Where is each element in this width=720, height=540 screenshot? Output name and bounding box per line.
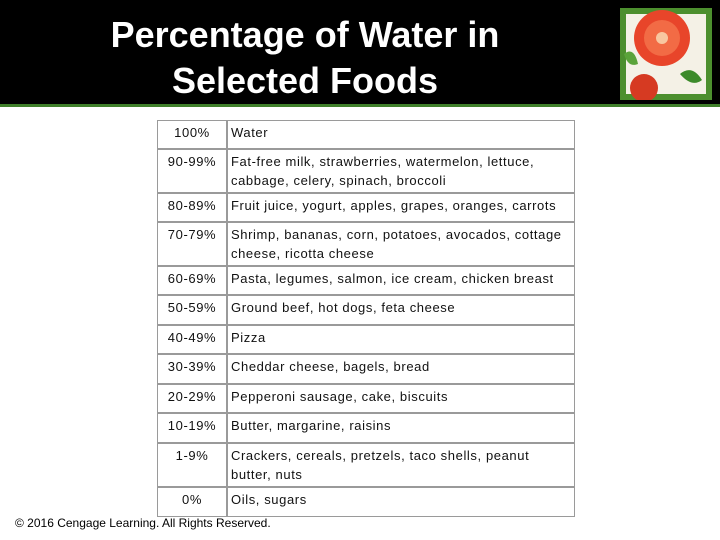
water-percent: 1-9%: [157, 443, 227, 487]
foods: Shrimp, bananas, corn, potatoes, avocado…: [227, 222, 575, 266]
table-row: 70-79% Shrimp, bananas, corn, potatoes, a…: [157, 222, 575, 266]
foods: Fruit juice, yogurt, apples, grapes, ora…: [227, 193, 575, 222]
foods: Pizza: [227, 325, 575, 354]
foods: Crackers, cereals, pretzels, taco shells…: [227, 443, 575, 487]
foods: Ground beef, hot dogs, feta cheese: [227, 295, 575, 325]
table-row: 30-39% Cheddar cheese, bagels, bread: [157, 354, 575, 384]
water-percent: 60-69%: [157, 266, 227, 295]
foods: Cheddar cheese, bagels, bread: [227, 354, 575, 384]
foods: Pasta, legumes, salmon, ice cream, chick…: [227, 266, 575, 295]
foods: Butter, margarine, raisins: [227, 413, 575, 443]
water-percent: 80-89%: [157, 193, 227, 222]
water-percent: 30-39%: [157, 354, 227, 384]
food-image: [620, 8, 712, 100]
table-row: 60-69% Pasta, legumes, salmon, ice cream,…: [157, 266, 575, 295]
table-row: 80-89% Fruit juice, yogurt, apples, grape…: [157, 193, 575, 222]
copyright: © 2016 Cengage Learning. All Rights Rese…: [15, 516, 271, 530]
foods: Pepperoni sausage, cake, biscuits: [227, 384, 575, 413]
table-row: 40-49% Pizza: [157, 325, 575, 354]
table-row: 100% Water: [157, 120, 575, 149]
table-row: 0% Oils, sugars: [157, 487, 575, 517]
water-percent: 40-49%: [157, 325, 227, 354]
table-row: 10-19% Butter, margarine, raisins: [157, 413, 575, 443]
header-rule: [0, 104, 720, 107]
water-percent: 20-29%: [157, 384, 227, 413]
header-band: [0, 0, 720, 104]
table-row: 50-59% Ground beef, hot dogs, feta cheese: [157, 295, 575, 325]
foods: Fat-free milk, strawberries, watermelon,…: [227, 149, 575, 193]
water-percent: 10-19%: [157, 413, 227, 443]
foods: Oils, sugars: [227, 487, 575, 517]
table-row: 90-99% Fat-free milk, strawberries, water…: [157, 149, 575, 193]
water-percent: 70-79%: [157, 222, 227, 266]
water-percent: 100%: [157, 120, 227, 149]
slide-title: Percentage of Water in Selected Foods: [110, 14, 500, 101]
table-row: 1-9% Crackers, cereals, pretzels, taco sh…: [157, 443, 575, 487]
water-percent: 90-99%: [157, 149, 227, 193]
table-row: 20-29% Pepperoni sausage, cake, biscuits: [157, 384, 575, 413]
food-table: 100% Water 90-99% Fat-free milk, strawberri…: [157, 120, 575, 517]
water-percent: 50-59%: [157, 295, 227, 325]
foods: Water: [227, 120, 575, 149]
water-percent: 0%: [157, 487, 227, 517]
